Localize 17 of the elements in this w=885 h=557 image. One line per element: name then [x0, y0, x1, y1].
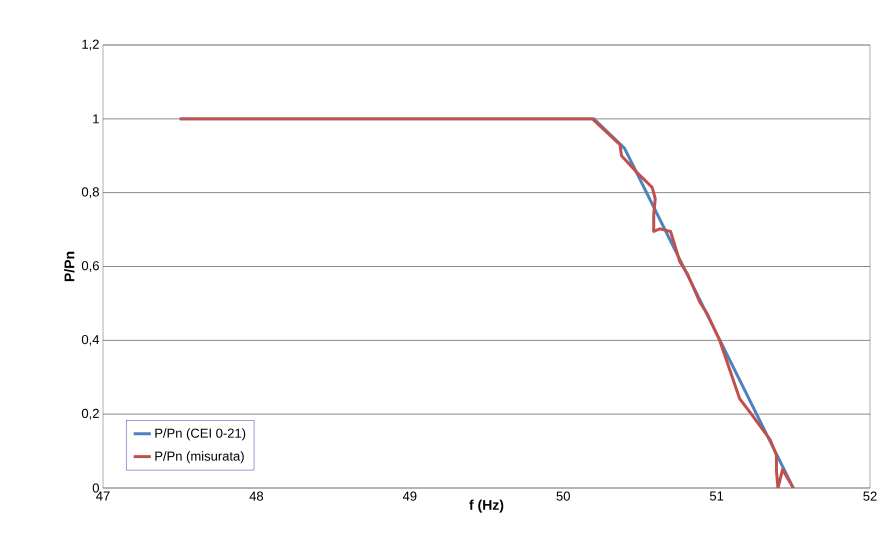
x-tick-label: 51 [710, 492, 724, 501]
x-tick-label: 48 [249, 492, 264, 501]
y-tick-label: 0,4 [82, 334, 100, 346]
y-tick-label: 1 [93, 114, 99, 124]
y-tick-label: 0,2 [82, 408, 99, 420]
y-axis-title: P/Pn [64, 252, 75, 282]
y-tick-label: 0 [92, 483, 99, 493]
x-axis-title: f (Hz) [469, 500, 504, 513]
y-tick-label: 0,6 [82, 261, 99, 272]
legend-label: P/Pn (misurata) [155, 451, 244, 464]
y-tick-label: 1,2 [82, 40, 99, 50]
y-tick-label: 0,8 [82, 187, 99, 198]
x-tick-label: 47 [96, 492, 110, 500]
x-tick-label: 50 [556, 492, 570, 501]
x-tick-label: 49 [402, 492, 416, 501]
x-tick-label: 52 [863, 492, 877, 501]
legend-label: P/Pn (CEI 0-21) [155, 428, 246, 440]
